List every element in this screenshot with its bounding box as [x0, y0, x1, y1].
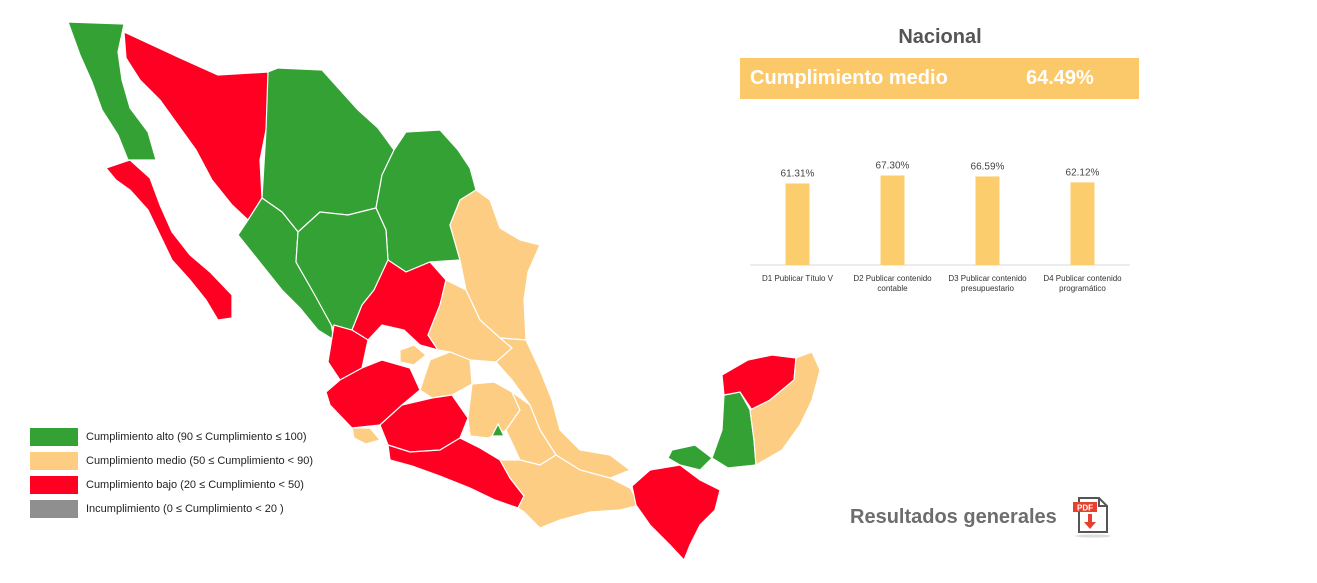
legend-swatch [30, 500, 78, 518]
results-download[interactable]: Resultados generales PDF [850, 496, 1117, 538]
category-label: presupuestario [961, 284, 1014, 293]
state-chiapas[interactable] [631, 464, 721, 562]
category-label: D2 Publicar contenido [853, 274, 932, 283]
bar-value-label: 66.59% [971, 161, 1005, 172]
state-guanajuato[interactable] [419, 351, 473, 399]
dimension-bar-chart: 61.31% D1 Publicar Título V 67.30% D2 Publi… [750, 160, 1130, 293]
category-label: D3 Publicar contenido [948, 274, 1027, 283]
chart-bar [785, 183, 810, 265]
legend-label: Cumplimiento bajo (20 ≤ Cumplimiento < 5… [86, 479, 304, 491]
state-zacatecas[interactable] [351, 259, 447, 352]
state-oaxaca[interactable] [498, 454, 641, 529]
bar-value-label: 61.31% [781, 168, 815, 179]
legend-item: Cumplimiento alto (90 ≤ Cumplimiento ≤ 1… [30, 425, 313, 449]
legend-swatch [30, 476, 78, 494]
legend-item: Cumplimiento bajo (20 ≤ Cumplimiento < 5… [30, 473, 313, 497]
category-label: programático [1059, 284, 1106, 293]
legend-swatch [30, 428, 78, 446]
chart-bar [1070, 182, 1095, 265]
category-label: contable [877, 284, 908, 293]
state-tabasco[interactable] [667, 444, 713, 471]
state-aguascalientes[interactable] [399, 344, 427, 366]
state-baja-california-sur[interactable] [104, 159, 233, 321]
legend-swatch [30, 452, 78, 470]
mexico-compliance-map [67, 21, 821, 562]
legend-label: Cumplimiento medio (50 ≤ Cumplimiento < … [86, 455, 314, 467]
national-summary-bar: Cumplimiento medio 64.49% [740, 58, 1139, 99]
summary-label: Cumplimiento medio [750, 67, 948, 89]
national-title: Nacional [898, 26, 982, 48]
legend-item: Incumplimiento (0 ≤ Cumplimiento < 20 ) [30, 497, 313, 521]
summary-value: 64.49% [1026, 67, 1094, 89]
legend-item: Cumplimiento medio (50 ≤ Cumplimiento < … [30, 449, 313, 473]
legend-label: Incumplimiento (0 ≤ Cumplimiento < 20 ) [86, 503, 284, 515]
bar-value-label: 62.12% [1066, 167, 1100, 178]
category-label: D1 Publicar Título V [762, 274, 834, 283]
state-colima[interactable] [351, 427, 382, 445]
state-baja-california[interactable] [67, 21, 157, 161]
state-quintana-roo[interactable] [749, 351, 821, 466]
pdf-badge-text: PDF [1077, 504, 1093, 513]
bar-value-label: 67.30% [876, 160, 910, 171]
category-label: D4 Publicar contenido [1043, 274, 1122, 283]
legend-label: Cumplimiento alto (90 ≤ Cumplimiento ≤ 1… [86, 431, 307, 443]
chart-bar [975, 176, 1000, 265]
pdf-download-icon[interactable]: PDF [1069, 496, 1117, 538]
state-tamaulipas[interactable] [449, 189, 541, 341]
chart-bar [880, 175, 905, 265]
map-legend: Cumplimiento alto (90 ≤ Cumplimiento ≤ 1… [30, 425, 313, 521]
state-chihuahua[interactable] [261, 67, 395, 233]
results-label[interactable]: Resultados generales [850, 505, 1057, 528]
state-cdmx[interactable] [491, 422, 505, 437]
